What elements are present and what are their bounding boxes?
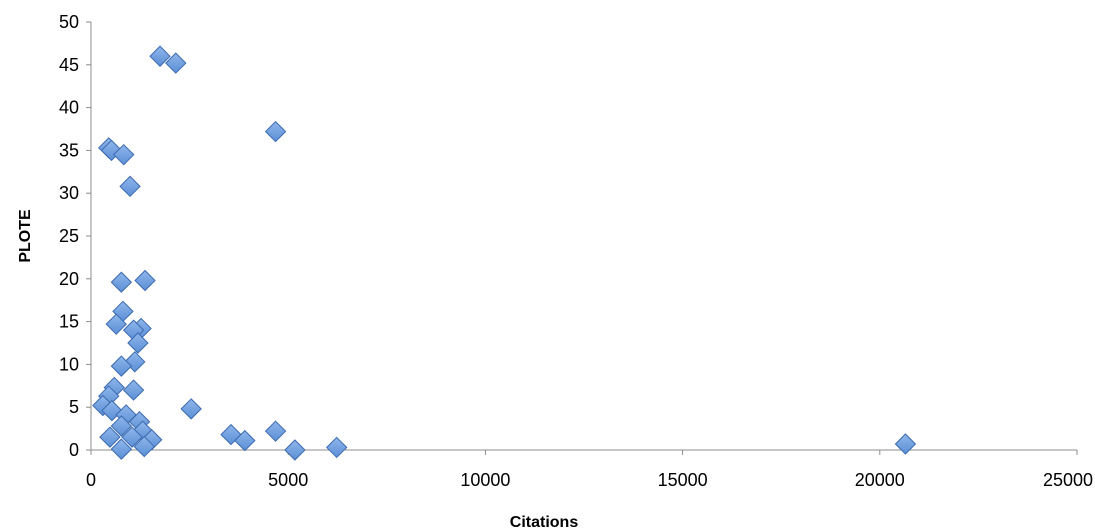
- data-point: [110, 355, 133, 377]
- x-tick-label: 20000: [855, 470, 905, 490]
- data-point: [149, 45, 171, 67]
- y-tick-label: 50: [59, 12, 79, 32]
- x-axis-title: Citations: [510, 514, 579, 531]
- x-axis-ticks: 0 5000 10000 15000 20000 25000: [86, 450, 1093, 490]
- y-tick-label: 15: [59, 312, 79, 332]
- y-tick-label: 45: [59, 55, 79, 75]
- y-tick-label: 30: [59, 183, 79, 203]
- y-tick-label: 0: [69, 440, 79, 460]
- x-tick-label: 15000: [658, 470, 708, 490]
- y-axis-ticks: 0 5 10 15 20 25 30 35 40 45 50: [59, 12, 91, 460]
- y-axis-title: PLOTE: [17, 209, 34, 263]
- x-tick-label: 0: [86, 470, 96, 490]
- data-point: [113, 143, 135, 166]
- data-point: [133, 435, 155, 458]
- data-point: [894, 433, 917, 455]
- data-point: [127, 332, 149, 354]
- x-tick-label: 5000: [268, 470, 308, 490]
- x-tick-label: 25000: [1043, 470, 1093, 490]
- data-point: [165, 52, 187, 74]
- data-point: [122, 379, 145, 401]
- y-tick-label: 5: [69, 397, 79, 417]
- y-tick-label: 20: [59, 269, 79, 289]
- y-tick-label: 35: [59, 140, 79, 160]
- data-points: [92, 45, 917, 461]
- data-point: [264, 120, 287, 143]
- data-point: [119, 175, 141, 198]
- data-point: [284, 439, 306, 461]
- data-point: [180, 398, 202, 420]
- y-tick-label: 10: [59, 354, 79, 374]
- data-point: [110, 415, 133, 437]
- y-tick-label: 25: [59, 226, 79, 246]
- data-point: [234, 429, 256, 452]
- data-point: [110, 438, 133, 460]
- data-point: [134, 269, 156, 292]
- data-point: [110, 271, 133, 293]
- data-point: [99, 426, 121, 448]
- axes: [90, 22, 1077, 451]
- data-point: [326, 436, 348, 459]
- x-tick-label: 10000: [460, 470, 510, 490]
- data-point: [264, 420, 287, 442]
- data-point: [121, 426, 143, 448]
- y-tick-label: 40: [59, 98, 79, 118]
- data-point: [105, 313, 127, 335]
